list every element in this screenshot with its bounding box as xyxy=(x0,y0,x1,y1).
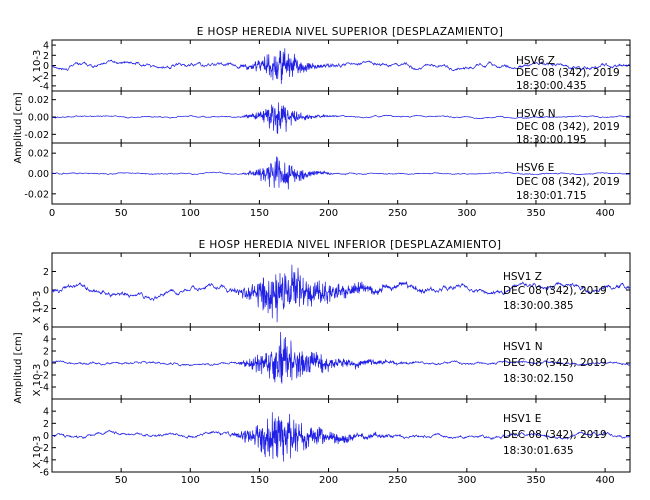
station-name-hsv6-n: HSV6 N xyxy=(516,108,556,120)
y-tick-label: -2 xyxy=(40,371,49,382)
station-date-hsv6-e: DEC 08 (342), 2019 xyxy=(516,176,620,188)
scale-label-hsv1-z: X 10-3 xyxy=(32,291,43,324)
x-tick-label: 250 xyxy=(388,208,407,219)
x-tick-label: 350 xyxy=(526,475,545,486)
x-tick-label: 350 xyxy=(526,208,545,219)
station-info-hsv1-e: HSV1 E DEC 08 (342), 2019 18:30:01.635 xyxy=(503,413,607,457)
station-name-hsv1-z: HSV1 Z xyxy=(503,271,542,283)
x-tick-labels-superior: 0 50 100 150 200 250 300 350 400 xyxy=(49,208,615,219)
y-tick-label: -0.02 xyxy=(24,130,49,141)
y-tick-label: 0 xyxy=(43,286,49,297)
y-tick-label: 6 xyxy=(43,323,49,334)
trace-hsv1-e xyxy=(51,412,631,462)
station-date-hsv6-n: DEC 08 (342), 2019 xyxy=(516,121,620,133)
x-tick-label: 50 xyxy=(115,475,128,486)
x-tick-labels-inferior: 50 100 150 200 250 300 350 400 xyxy=(115,475,615,486)
x-tick-label: 200 xyxy=(319,475,338,486)
y-tick-label: -2 xyxy=(40,443,49,454)
station-name-hsv1-e: HSV1 E xyxy=(503,413,541,425)
x-tick-label: 300 xyxy=(457,475,476,486)
station-info-hsv1-n: HSV1 N DEC 08 (342), 2019 18:30:02.150 xyxy=(503,341,607,385)
x-tick-label: 100 xyxy=(181,208,200,219)
station-date-hsv1-n: DEC 08 (342), 2019 xyxy=(503,357,607,369)
y-tick-label: 2 xyxy=(43,51,49,62)
y-tick-labels-superior: 420-2-4 0.02 0.00 -0.02 0.02 0.00 -0.02 xyxy=(24,41,49,201)
y-tick-label: 0.02 xyxy=(28,149,49,160)
x-tick-label: 400 xyxy=(596,475,615,486)
station-info-hsv6-n: HSV6 N DEC 08 (342), 2019 18:30:00.195 xyxy=(516,108,620,146)
scale-label-hsv1-n: X 10-3 xyxy=(32,364,43,397)
station-date-hsv1-e: DEC 08 (342), 2019 xyxy=(503,429,607,441)
y-tick-label: 0 xyxy=(43,359,49,370)
chart-title-superior: E HOSP HEREDIA NIVEL SUPERIOR [DESPLAZAM… xyxy=(197,26,503,38)
y-tick-label: -0.02 xyxy=(24,189,49,200)
y-tick-label: 0.02 xyxy=(28,95,49,106)
y-tick-label: -2 xyxy=(40,304,49,315)
y-tick-label: 2 xyxy=(43,267,49,278)
station-info-hsv6-z: HSV6 Z DEC 08 (342), 2019 18:30:00.435 xyxy=(516,55,620,92)
station-name-hsv6-e: HSV6 E xyxy=(516,162,554,174)
y-tick-label: 4 xyxy=(43,407,49,418)
x-tick-label: 400 xyxy=(596,208,615,219)
station-time-hsv1-n: 18:30:02.150 xyxy=(503,373,574,385)
x-tick-label: 50 xyxy=(115,208,128,219)
traces-superior xyxy=(51,48,631,190)
trace-hsv6-e xyxy=(52,156,631,190)
station-date-hsv6-z: DEC 08 (342), 2019 xyxy=(516,67,620,79)
traces-inferior xyxy=(51,264,631,462)
tick-marks-superior xyxy=(51,40,630,204)
y-tick-label: 2 xyxy=(43,347,49,358)
station-time-hsv6-n: 18:30:00.195 xyxy=(516,134,587,146)
x-tick-label: 300 xyxy=(457,208,476,219)
trace-hsv1-n xyxy=(51,331,631,384)
chart-title-inferior: E HOSP HEREDIA NIVEL INFERIOR [DESPLAZAM… xyxy=(199,239,502,251)
y-tick-label: 0 xyxy=(43,61,49,72)
y-tick-label: -2 xyxy=(40,71,49,82)
trace-hsv6-z xyxy=(51,48,631,85)
y-tick-label: -4 xyxy=(40,455,49,466)
scale-label-hsv1-e: X 10-3 xyxy=(32,436,43,469)
y-tick-label: -4 xyxy=(40,81,49,92)
y-tick-label: 0.00 xyxy=(28,113,49,124)
station-name-hsv1-n: HSV1 N xyxy=(503,341,543,353)
y-axis-label-inferior: Amplitud [cm] xyxy=(13,332,24,403)
station-name-hsv6-z: HSV6 Z xyxy=(516,55,555,67)
station-date-hsv1-z: DEC 08 (342), 2019 xyxy=(503,285,607,297)
y-tick-label: -4 xyxy=(40,383,49,394)
y-axis-label-superior: Amplitud [cm] xyxy=(13,92,24,163)
scale-label-hsv6-z: X 10-3 xyxy=(32,50,43,83)
x-tick-label: 250 xyxy=(388,475,407,486)
y-tick-label: -6 xyxy=(40,468,49,479)
station-time-hsv6-z: 18:30:00.435 xyxy=(516,80,587,92)
trace-hsv6-n xyxy=(51,102,630,135)
station-time-hsv1-z: 18:30:00.385 xyxy=(503,300,574,312)
station-time-hsv6-e: 18:30:01.715 xyxy=(516,190,587,202)
x-tick-label: 150 xyxy=(250,208,269,219)
y-tick-label: 0.00 xyxy=(28,169,49,180)
y-tick-label: 0 xyxy=(43,431,49,442)
x-tick-label: 0 xyxy=(49,208,55,219)
y-tick-label: 2 xyxy=(43,419,49,430)
y-tick-label: 4 xyxy=(43,335,49,346)
station-info-hsv1-z: HSV1 Z DEC 08 (342), 2019 18:30:00.385 xyxy=(503,271,607,312)
x-tick-label: 200 xyxy=(319,208,338,219)
station-info-hsv6-e: HSV6 E DEC 08 (342), 2019 18:30:01.715 xyxy=(516,162,620,202)
x-tick-label: 150 xyxy=(250,475,269,486)
trace-hsv1-z xyxy=(51,264,631,323)
y-tick-label: 4 xyxy=(43,41,49,52)
station-time-hsv1-e: 18:30:01.635 xyxy=(503,445,574,457)
x-tick-label: 100 xyxy=(181,475,200,486)
